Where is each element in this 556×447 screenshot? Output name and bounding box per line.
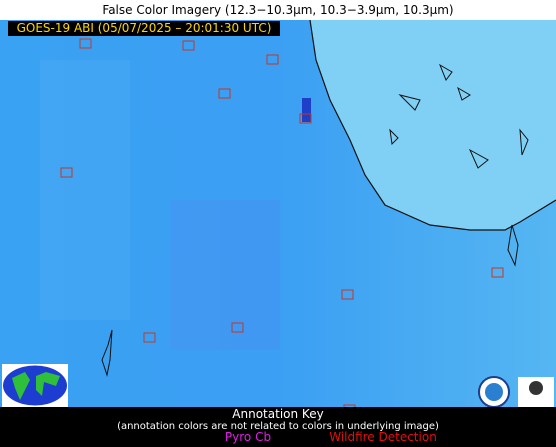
- cimss-logo-mark: [529, 381, 543, 395]
- product-label: GOES-19 ABI (05/07/2025 – 20:01:30 UTC): [17, 21, 272, 35]
- product-label-box: [8, 21, 280, 36]
- wildfire-marker: [231, 322, 244, 333]
- land: [310, 20, 556, 230]
- cloud-band: [40, 60, 130, 320]
- wildfire-marker: [143, 332, 156, 343]
- wildfire-marker: [491, 267, 504, 278]
- key-title: Annotation Key: [232, 407, 323, 421]
- wildfire-marker: [182, 40, 195, 51]
- title: False Color Imagery (12.3−10.3µm, 10.3−3…: [102, 3, 453, 17]
- wildfire-marker: [79, 38, 92, 49]
- continents: [12, 372, 60, 400]
- key-wildfire: Wildfire Detection: [329, 430, 437, 444]
- wildfire-marker: [60, 167, 73, 178]
- coastline: [101, 329, 113, 377]
- cold-cloud: [302, 98, 311, 122]
- coastline: [309, 19, 556, 231]
- key-note: (annotation colors are not related to co…: [117, 421, 439, 432]
- title-strip: [0, 0, 556, 20]
- key-pyrocb: Pyro Cb: [225, 430, 271, 444]
- annotation-key: [0, 407, 556, 447]
- wildfire-marker: [266, 54, 279, 65]
- wildfire-marker: [341, 289, 354, 300]
- globe: [3, 365, 67, 406]
- wildfire-marker: [299, 113, 312, 124]
- wildfire-marker: [218, 88, 231, 99]
- noaa-logo-center: [485, 383, 503, 401]
- coastline: [389, 63, 529, 267]
- cloud-band: [170, 200, 280, 350]
